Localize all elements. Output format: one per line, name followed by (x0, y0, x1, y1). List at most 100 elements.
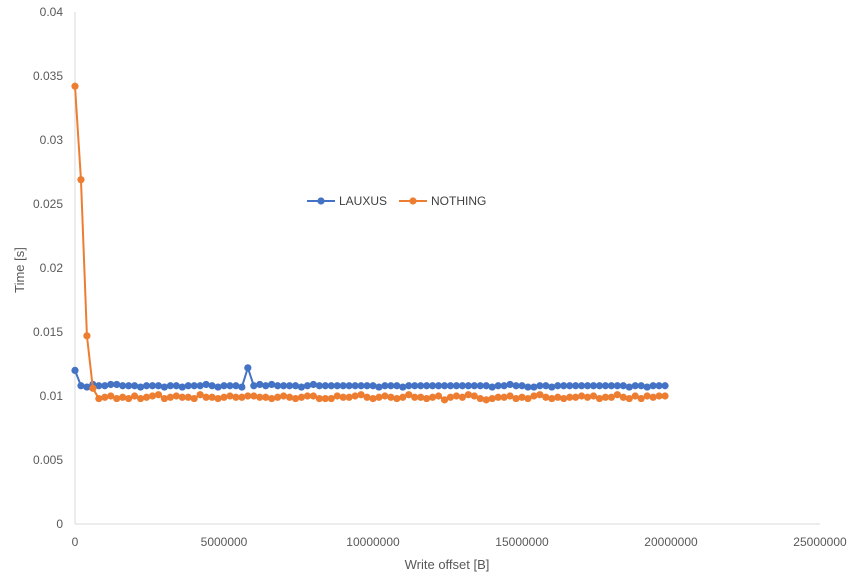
data-point-lauxus (208, 382, 216, 390)
data-point-nothing (250, 392, 258, 400)
data-point-lauxus (375, 383, 383, 391)
data-point-nothing (113, 394, 121, 403)
data-point-nothing (607, 393, 616, 401)
y-tick-label: 0.01 (40, 389, 64, 403)
data-point-lauxus (411, 382, 419, 390)
data-point-nothing (154, 391, 163, 399)
data-point-lauxus (339, 382, 347, 390)
data-point-lauxus (214, 383, 222, 391)
data-point-nothing (351, 392, 359, 400)
data-point-nothing (339, 393, 347, 401)
data-point-nothing (637, 394, 645, 403)
data-point-nothing (381, 392, 389, 400)
data-point-nothing (184, 393, 192, 401)
y-axis-title: Time [s] (12, 247, 27, 293)
data-point-nothing (95, 394, 103, 403)
data-point-nothing (262, 393, 270, 401)
data-point-nothing (315, 394, 323, 403)
data-point-lauxus (107, 380, 115, 389)
data-point-nothing (524, 394, 532, 403)
data-point-lauxus (631, 382, 639, 390)
data-point-nothing (470, 392, 478, 400)
data-point-lauxus (387, 382, 395, 390)
data-point-lauxus (131, 382, 139, 390)
data-point-nothing (423, 394, 431, 403)
data-point-lauxus (488, 383, 496, 391)
data-point-nothing (321, 394, 329, 403)
x-axis-title: Write offset [B] (405, 557, 490, 572)
data-point-nothing (488, 394, 496, 403)
data-point-lauxus (560, 382, 568, 390)
data-point-nothing (500, 393, 508, 401)
data-point-lauxus (566, 382, 574, 390)
data-point-lauxus (297, 383, 306, 391)
data-point-nothing (631, 392, 639, 400)
data-point-lauxus (190, 382, 198, 390)
data-point-lauxus (202, 380, 210, 389)
data-point-lauxus (452, 382, 461, 390)
data-point-nothing (566, 393, 574, 401)
data-point-lauxus (244, 364, 252, 372)
data-point-nothing (309, 392, 317, 400)
series-lauxus (71, 364, 669, 391)
data-point-lauxus (494, 382, 502, 390)
data-point-lauxus (357, 382, 365, 390)
data-point-lauxus (661, 382, 669, 390)
data-point-lauxus (119, 382, 127, 390)
data-point-lauxus (625, 383, 633, 391)
data-point-lauxus (142, 382, 151, 390)
data-point-nothing (268, 394, 276, 403)
data-point-lauxus (309, 380, 317, 389)
data-point-lauxus (291, 382, 300, 390)
data-point-lauxus (589, 382, 598, 390)
data-point-lauxus (262, 382, 270, 390)
data-point-lauxus (250, 382, 258, 390)
data-point-lauxus (280, 382, 288, 390)
data-point-lauxus (482, 382, 490, 390)
data-point-lauxus (655, 382, 663, 390)
data-point-nothing (506, 392, 514, 400)
data-point-lauxus (333, 382, 341, 390)
data-point-nothing (417, 393, 425, 401)
data-point-nothing (274, 393, 282, 401)
data-point-lauxus (154, 382, 163, 390)
data-point-lauxus (285, 382, 294, 390)
data-point-lauxus (542, 382, 550, 390)
data-point-nothing (452, 392, 461, 400)
data-point-nothing (196, 391, 204, 399)
data-point-lauxus (226, 382, 234, 390)
data-point-lauxus (345, 382, 353, 390)
data-point-lauxus (524, 383, 532, 391)
data-point-lauxus (536, 382, 544, 390)
data-point-nothing (512, 394, 520, 403)
data-point-lauxus (136, 383, 145, 391)
data-point-nothing (178, 393, 186, 401)
data-point-lauxus (268, 380, 276, 389)
data-point-lauxus (434, 382, 443, 390)
data-point-nothing (393, 394, 401, 403)
data-point-lauxus (506, 380, 514, 389)
data-point-lauxus (518, 382, 526, 390)
data-point-lauxus (184, 382, 192, 390)
data-point-lauxus (369, 382, 377, 390)
data-point-nothing (345, 393, 353, 401)
data-point-nothing (482, 396, 490, 404)
x-tick-label: 25000000 (793, 535, 847, 549)
data-point-lauxus (315, 382, 323, 390)
data-point-nothing (494, 393, 502, 401)
data-point-lauxus (125, 382, 133, 390)
data-point-nothing (285, 393, 294, 401)
data-point-lauxus (113, 380, 121, 389)
y-tick-label: 0.035 (33, 69, 63, 83)
data-point-lauxus (101, 382, 109, 390)
data-point-nothing (83, 332, 91, 340)
data-point-lauxus (405, 382, 413, 390)
legend-item-nothing: NOTHING (399, 194, 486, 208)
data-point-lauxus (351, 382, 359, 390)
data-point-lauxus (500, 382, 508, 390)
data-point-lauxus (172, 382, 180, 390)
data-point-nothing (142, 393, 151, 401)
data-point-lauxus (548, 383, 556, 391)
legend-label-nothing: NOTHING (431, 194, 486, 208)
